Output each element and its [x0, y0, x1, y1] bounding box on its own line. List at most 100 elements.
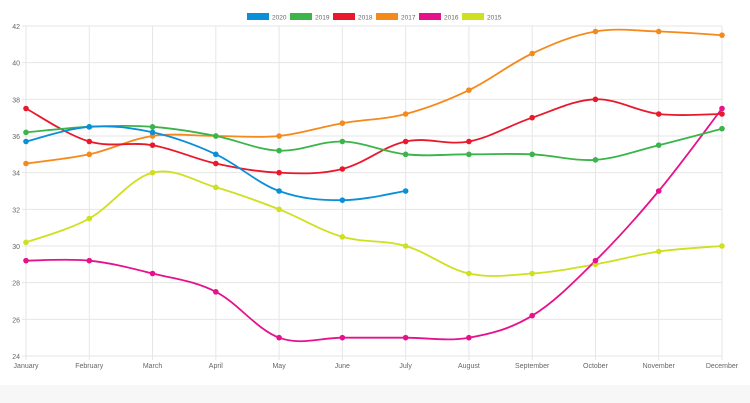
- data-point-2019: [23, 129, 29, 136]
- chart-svg: 24 26 28 30 32 34 36 38 40 42 January February March…: [12, 13, 739, 370]
- data-point-2016: [592, 257, 599, 264]
- data-point-2016: [402, 334, 409, 341]
- data-point-2018: [213, 160, 219, 167]
- x-tick-label: November: [643, 363, 676, 370]
- data-point-2016: [23, 257, 29, 264]
- x-tick-label: December: [706, 363, 739, 370]
- data-point-2019: [592, 157, 599, 163]
- data-point-2018: [592, 96, 599, 103]
- legend-item-2020[interactable]: 2020: [247, 13, 287, 22]
- data-point-2016: [86, 257, 93, 264]
- y-tick-label: 28: [12, 281, 20, 288]
- data-point-2018: [276, 169, 282, 176]
- line-chart: 24 26 28 30 32 34 36 38 40 42 January February March…: [12, 13, 739, 370]
- data-point-2017: [655, 28, 662, 35]
- data-point-2015: [655, 248, 662, 255]
- data-point-2019: [276, 147, 282, 154]
- data-point-2018: [466, 138, 472, 145]
- data-point-2017: [719, 32, 725, 38]
- data-point-2020: [86, 124, 93, 130]
- data-point-2016: [529, 312, 535, 319]
- data-point-2020: [213, 151, 219, 158]
- data-point-2016: [466, 334, 472, 341]
- data-point-2017: [86, 151, 93, 158]
- legend-swatch: [419, 13, 441, 20]
- legend[interactable]: 2020 2019 2018 2017 2016 2015: [247, 13, 502, 22]
- legend-item-2018[interactable]: 2018: [333, 13, 373, 22]
- data-point-2019: [402, 151, 409, 158]
- legend-swatch: [376, 13, 398, 20]
- data-point-2017: [276, 133, 282, 139]
- legend-label: 2018: [358, 15, 373, 22]
- data-point-2017: [529, 50, 535, 57]
- data-point-2017: [466, 87, 472, 93]
- data-point-2015: [276, 206, 282, 213]
- data-point-2017: [339, 120, 346, 126]
- legend-label: 2020: [272, 15, 287, 22]
- legend-label: 2017: [401, 15, 416, 22]
- y-tick-label: 24: [12, 354, 20, 361]
- legend-label: 2016: [444, 15, 459, 22]
- x-tick-label: July: [399, 363, 412, 370]
- data-point-2017: [23, 160, 29, 167]
- data-point-2018: [655, 111, 662, 117]
- x-tick-label: May: [272, 363, 286, 370]
- x-tick-label: April: [209, 363, 223, 370]
- y-tick-label: 34: [12, 171, 20, 178]
- y-tick-label: 42: [12, 24, 20, 31]
- data-point-2016: [213, 289, 219, 295]
- data-point-2019: [149, 124, 156, 130]
- y-tick-label: 38: [12, 97, 20, 104]
- data-point-2018: [149, 142, 156, 148]
- data-point-2015: [213, 184, 219, 191]
- data-point-2018: [529, 114, 535, 121]
- data-point-2017: [402, 111, 409, 117]
- data-point-2018: [719, 111, 725, 117]
- legend-item-2019[interactable]: 2019: [290, 13, 330, 22]
- data-point-2019: [529, 151, 535, 158]
- bottom-strip: [0, 385, 750, 403]
- data-point-2017: [592, 28, 599, 35]
- data-point-2016: [149, 270, 156, 277]
- data-point-2020: [149, 129, 156, 136]
- legend-item-2016[interactable]: 2016: [419, 13, 459, 22]
- data-point-2015: [86, 215, 93, 222]
- x-tick-label: February: [75, 363, 104, 370]
- legend-swatch: [462, 13, 484, 20]
- legend-swatch: [290, 13, 312, 20]
- legend-label: 2019: [315, 15, 330, 22]
- data-point-2016: [339, 334, 346, 341]
- x-tick-label: August: [458, 363, 480, 370]
- data-point-2018: [402, 138, 409, 145]
- x-tick-label: September: [515, 363, 550, 370]
- data-point-2015: [466, 270, 472, 277]
- y-tick-label: 36: [12, 134, 20, 141]
- data-point-2019: [655, 142, 662, 148]
- data-point-2019: [339, 138, 346, 145]
- series-line-2015: [25, 170, 723, 277]
- legend-item-2015[interactable]: 2015: [462, 13, 502, 22]
- x-tick-label: January: [14, 363, 39, 370]
- data-point-2018: [86, 138, 93, 145]
- data-point-2015: [23, 239, 29, 246]
- data-point-2016: [655, 188, 662, 194]
- legend-item-2017[interactable]: 2017: [376, 13, 416, 22]
- data-point-2015: [529, 270, 535, 277]
- data-point-2019: [213, 133, 219, 139]
- data-point-2015: [719, 243, 725, 249]
- x-tick-label: October: [583, 363, 609, 370]
- x-tick-label: March: [143, 363, 163, 370]
- data-point-2018: [339, 166, 346, 172]
- series-lines: [25, 28, 723, 343]
- y-tick-label: 26: [12, 317, 20, 324]
- data-point-2020: [339, 197, 346, 203]
- axes: 24 26 28 30 32 34 36 38 40 42 January February March…: [12, 24, 739, 370]
- data-point-2019: [466, 151, 472, 158]
- x-tick-label: June: [335, 363, 350, 370]
- data-point-2020: [402, 188, 409, 194]
- y-tick-label: 32: [12, 207, 20, 214]
- data-point-2019: [719, 125, 725, 132]
- legend-swatch: [247, 13, 269, 20]
- data-point-2015: [339, 234, 346, 240]
- data-points: [23, 28, 725, 341]
